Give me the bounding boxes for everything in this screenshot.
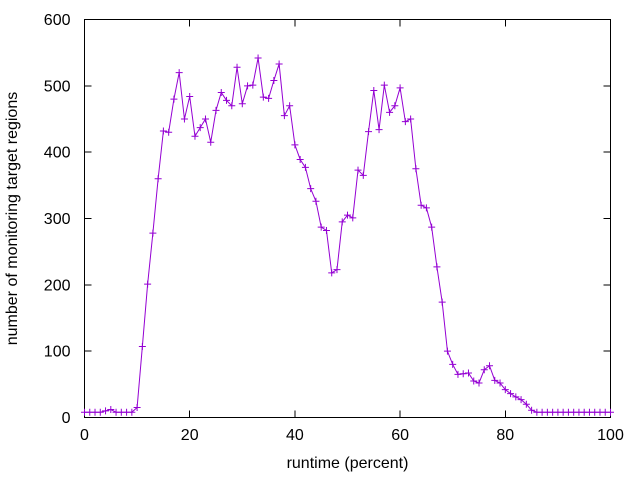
y-axis-title: number of monitoring target regions <box>4 92 21 345</box>
data-series <box>81 54 614 416</box>
y-tick-label: 300 <box>44 211 71 228</box>
y-tick-label: 600 <box>44 12 71 29</box>
y-tick-label: 200 <box>44 277 71 294</box>
x-axis-title: runtime (percent) <box>287 455 409 472</box>
x-tick-label: 20 <box>181 427 199 444</box>
series-line <box>84 57 611 413</box>
y-tick-label: 500 <box>44 78 71 95</box>
x-tick-labels: 0 20 40 60 80 100 <box>80 427 624 444</box>
x-tick-label: 100 <box>597 427 624 444</box>
x-tick-label: 80 <box>496 427 514 444</box>
y-tick-label: 0 <box>62 410 71 427</box>
y-tick-label: 100 <box>44 344 71 361</box>
series-markers <box>81 54 614 416</box>
x-tick-label: 0 <box>80 427 89 444</box>
x-tick-label: 40 <box>286 427 304 444</box>
y-tick-label: 400 <box>44 145 71 162</box>
y-tick-labels: 0 100 200 300 400 500 600 <box>44 12 71 427</box>
x-tick-label: 60 <box>391 427 409 444</box>
